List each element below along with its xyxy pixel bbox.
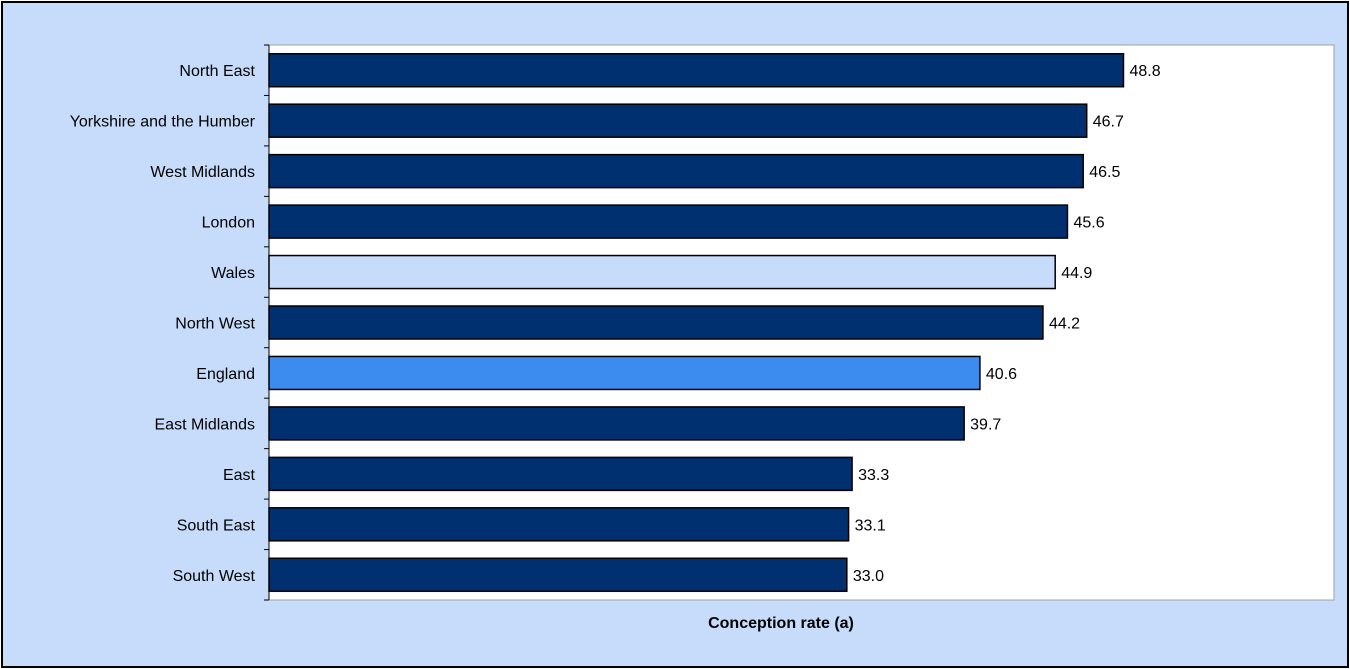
value-label: 46.7 [1093,114,1124,131]
category-label: Yorkshire and the Humber [70,114,256,131]
value-label: 48.8 [1129,63,1160,80]
value-label: 44.2 [1049,316,1080,333]
category-label: East [223,467,256,484]
category-label: Wales [211,265,255,282]
value-labels: 48.8 46.7 46.5 45.6 44.9 44.2 40.6 39.7 33.3 33.1… [853,63,1161,585]
y-axis-ticks [264,44,269,601]
bar [268,305,1044,340]
bar [268,557,848,593]
bar [268,254,1056,290]
bar [268,103,1088,138]
category-label: London [202,215,255,232]
bar-chart: North East Yorkshire and the Humber West M… [70,44,1335,632]
value-label: 45.6 [1073,215,1104,232]
category-label: England [196,366,255,383]
category-label: North West [175,316,255,333]
category-labels: North East Yorkshire and the Humber West M… [70,63,256,585]
bar-series [268,52,1125,593]
value-label: 33.1 [855,517,886,534]
category-label: East Midlands [155,416,256,433]
x-axis-title: Conception rate (a) [708,615,854,632]
value-label: 33.0 [853,568,884,585]
value-label: 40.6 [986,366,1017,383]
value-label: 39.7 [970,416,1001,433]
bar [268,406,965,441]
bar [268,204,1069,239]
category-label: North East [179,63,255,80]
value-label: 44.9 [1061,265,1092,282]
value-label: 33.3 [858,467,889,484]
bar [268,355,981,391]
bar [268,153,1084,189]
bar [268,52,1125,88]
category-label: West Midlands [150,164,255,181]
category-label: South West [173,568,256,585]
value-label: 46.5 [1089,164,1120,181]
bar [268,456,853,492]
category-label: South East [177,517,256,534]
bar [268,507,850,542]
